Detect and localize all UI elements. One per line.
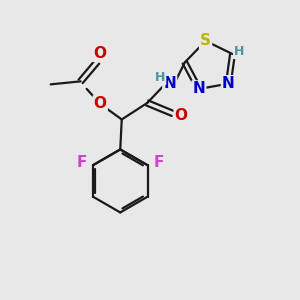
Text: N: N <box>164 76 176 91</box>
Text: F: F <box>154 155 164 170</box>
Text: F: F <box>76 155 87 170</box>
Text: N: N <box>192 81 205 96</box>
Text: O: O <box>93 46 106 61</box>
Text: O: O <box>94 96 106 111</box>
Text: O: O <box>175 108 188 123</box>
Text: N: N <box>222 76 235 91</box>
Text: H: H <box>234 45 244 58</box>
Text: S: S <box>200 33 211 48</box>
Text: H: H <box>155 71 165 84</box>
